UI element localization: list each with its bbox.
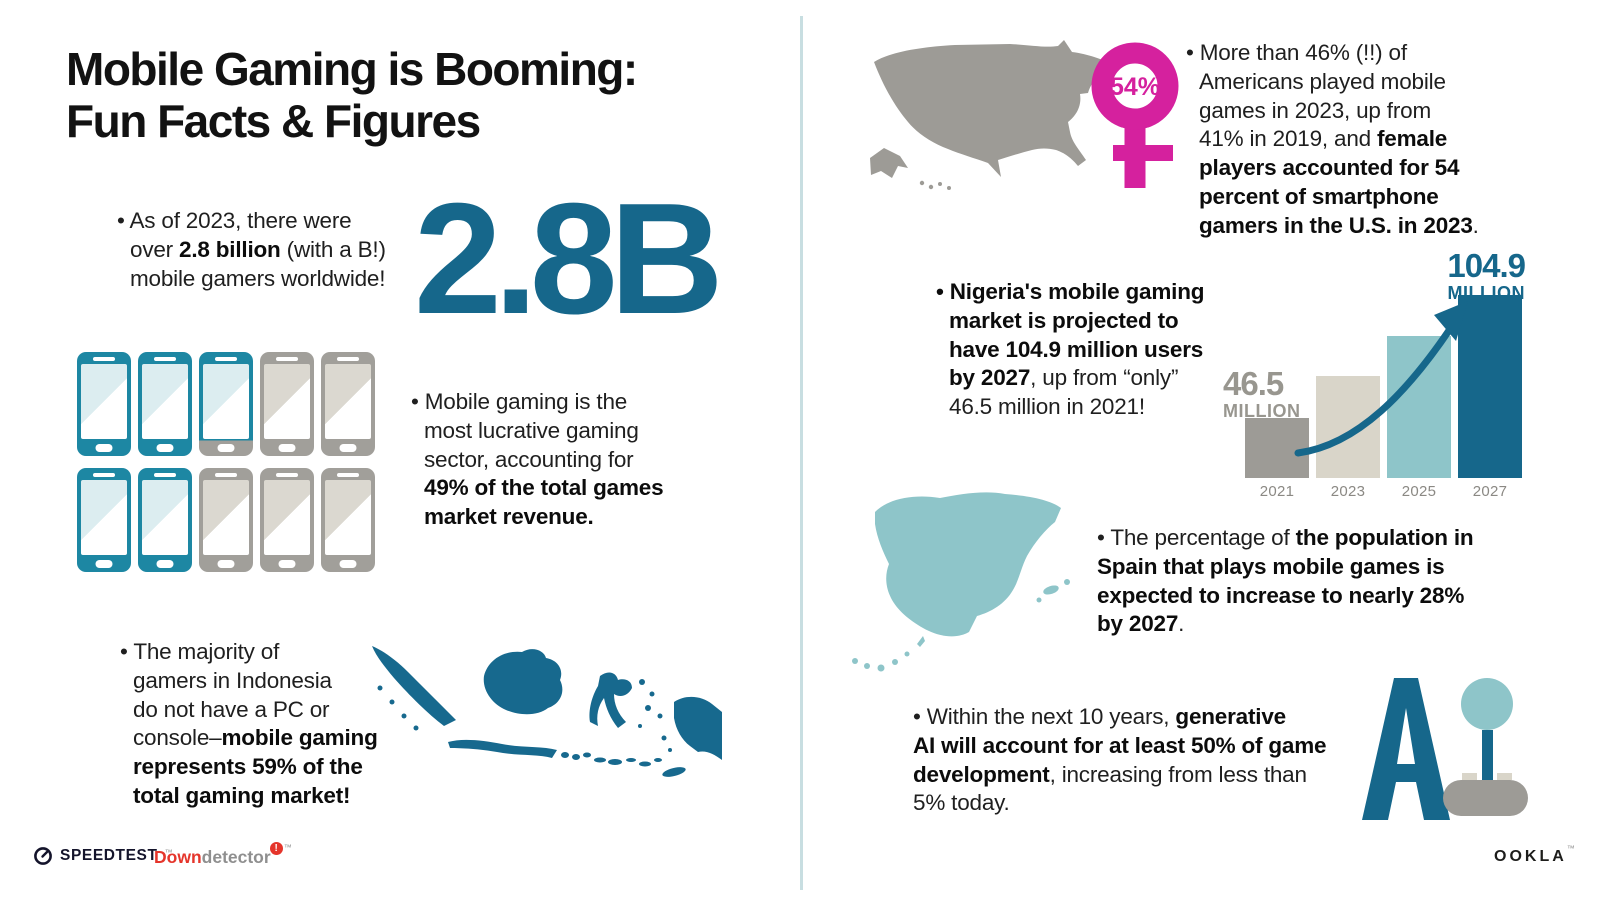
downdetector-exclamation-icon: ! [269, 842, 283, 855]
joystick-ball [1461, 678, 1513, 730]
phone-icon-gray [260, 468, 314, 572]
chart-value-label-2021: 46.5 MILLION [1223, 365, 1301, 422]
big-stat-2-8b: 2.8B [414, 171, 724, 347]
chart-value-2027: 104.9 [1447, 247, 1526, 284]
fact-worldwide-gamers: • As of 2023, there were over 2.8 billio… [117, 208, 386, 291]
fact-spain-population: • The percentage of the population in Sp… [1097, 525, 1474, 637]
spain-map [852, 492, 1070, 672]
female-symbol-icon: 54% [1091, 42, 1179, 188]
downdetector-trademark: ™ [283, 843, 292, 852]
downdetector-word-detector: detector [201, 847, 271, 867]
phone-icon-split [199, 352, 253, 456]
ai-joystick-graphic [1362, 678, 1528, 820]
bar-column-2025: 2025 [1387, 336, 1451, 500]
nigeria-users-bar-chart: 46.5 MILLION 104.9 MILLION 2021 2023 2025 2… [1223, 247, 1526, 500]
bar-column-2027: 2027 [1458, 295, 1522, 500]
x-tick-2027: 2027 [1472, 483, 1508, 500]
female-badge-value: 54% [1110, 73, 1160, 101]
speedtest-trademark: ™ [164, 847, 173, 857]
x-tick-2023: 2023 [1330, 483, 1366, 500]
fact-usa-players: • More than 46% (!!) of Americans played… [1186, 40, 1479, 238]
phone-icon-gray [199, 468, 253, 572]
phone-icon-teal [77, 468, 131, 572]
fact-revenue-share: • Mobile gaming is the most lucrative ga… [411, 389, 664, 530]
joystick-button-right [1497, 773, 1512, 780]
bar-2021 [1245, 418, 1309, 478]
ookla-wordmark: OOKLA [1494, 848, 1567, 865]
fact-generative-ai: • Within the next 10 years, generative A… [913, 704, 1327, 816]
usa-map [870, 40, 1112, 190]
growth-arrow-icon [1294, 301, 1468, 457]
letter-a-shape [1362, 678, 1450, 820]
phone-icon-gray [260, 352, 314, 456]
x-tick-2025: 2025 [1401, 483, 1437, 500]
indonesia-map [372, 646, 722, 777]
bar-chart-bars: 2021 2023 2025 2027 [1245, 295, 1522, 500]
bar-2025 [1387, 336, 1451, 478]
phone-icon-teal [138, 352, 192, 456]
downdetector-logo: Downdetector! ™ [154, 842, 292, 868]
phones-grid [77, 352, 375, 572]
page-title: Mobile Gaming is Booming: Fun Facts & Fi… [66, 43, 638, 147]
speedtest-logo: SPEEDTEST ™ [33, 846, 173, 866]
joystick-stick [1482, 730, 1493, 785]
ookla-trademark: ™ [1566, 844, 1578, 853]
chart-unit-2021: MILLION [1223, 401, 1301, 422]
chart-value-2021: 46.5 [1223, 365, 1284, 402]
phone-icon-teal [77, 352, 131, 456]
bar-2023 [1316, 376, 1380, 478]
ookla-logo: OOKLA™ [1494, 844, 1578, 866]
bar-2027 [1458, 295, 1522, 478]
center-divider [800, 16, 803, 890]
phone-icon-gray [321, 352, 375, 456]
downdetector-word-down: Down [154, 847, 202, 867]
fact-indonesia: • The majority of gamers in Indonesia do… [120, 639, 378, 808]
joystick-button-left [1462, 773, 1477, 780]
bar-column-2021: 2021 [1245, 418, 1309, 500]
speedtest-wordmark: SPEEDTEST [60, 847, 158, 864]
speedtest-gauge-icon [34, 847, 52, 865]
bar-column-2023: 2023 [1316, 376, 1380, 500]
phone-icon-teal [138, 468, 192, 572]
phone-icon-gray [321, 468, 375, 572]
x-tick-2021: 2021 [1259, 483, 1295, 500]
joystick-base [1443, 780, 1528, 816]
fact-nigeria-users: • Nigeria's mobile gaming market is proj… [936, 279, 1205, 420]
